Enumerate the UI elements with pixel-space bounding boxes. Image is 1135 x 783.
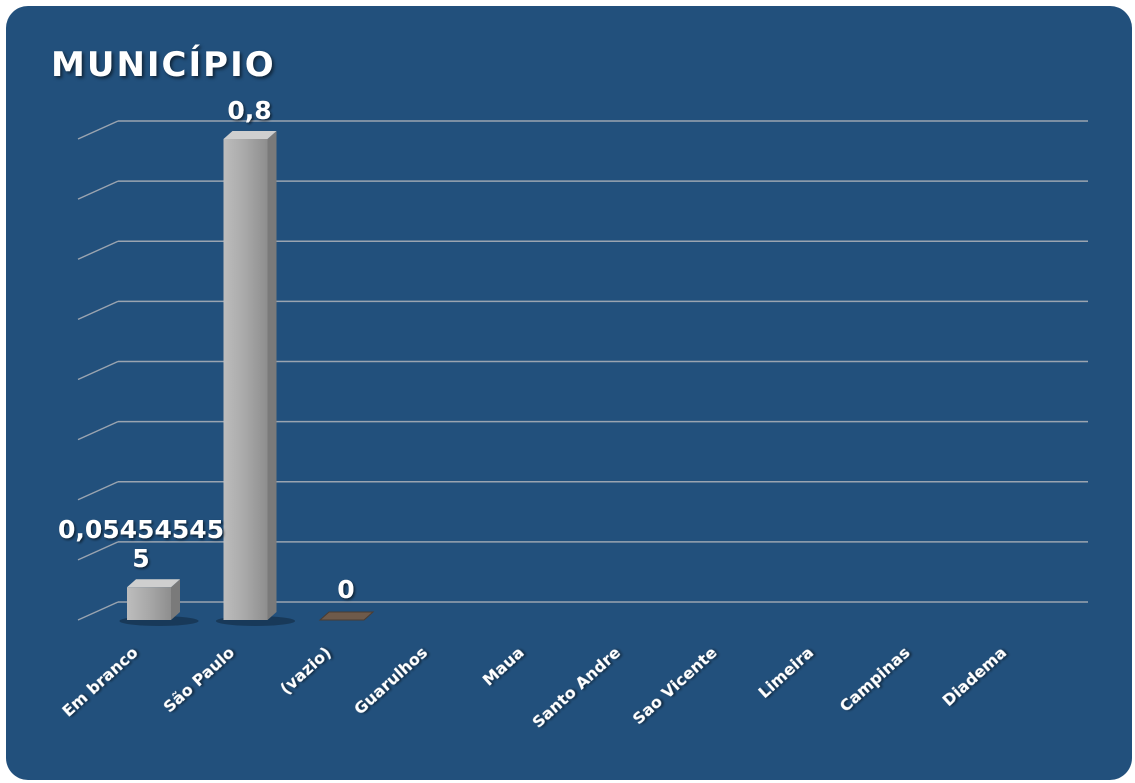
x-tick-label: Em branco: [58, 643, 141, 721]
x-tick-label: Santo Andre: [528, 643, 624, 732]
bar-top: [223, 131, 277, 139]
gridline-diagonal: [77, 360, 119, 381]
x-tick-label: Diadema: [938, 643, 1010, 710]
gridline-diagonal: [77, 420, 119, 441]
chart-card: MUNICÍPIO 0,05454545 5 0,8 0 Em branco São P…: [6, 6, 1132, 780]
gridline-diagonal: [77, 601, 119, 621]
bar-side: [267, 131, 277, 620]
gridline-diagonal: [77, 240, 119, 260]
x-tick-label: Guarulhos: [350, 643, 431, 719]
chart-title: MUNICÍPIO: [51, 45, 276, 85]
x-tick-label: Sao Vicente: [629, 643, 721, 729]
bar: [318, 611, 375, 621]
bar-side: [171, 579, 180, 620]
gridline-diagonal: [77, 481, 119, 501]
gridline-diagonal: [77, 541, 119, 561]
tick-layer: Em branco São Paulo (vazio) Guarulhos Maua Sa…: [58, 643, 1010, 732]
x-tick-label: Campinas: [836, 643, 914, 716]
bar: [223, 139, 268, 620]
gridline-diagonal: [77, 120, 119, 140]
data-label: 0,05454545 5: [58, 515, 224, 573]
bar-chart: 0,05454545 5 0,8 0 Em branco São Paulo (vazio…: [58, 96, 1088, 732]
x-tick-label: (vazio): [276, 643, 335, 698]
bar: [127, 587, 171, 620]
grid-layer: [77, 120, 1088, 621]
bar-top: [127, 579, 180, 588]
data-label: 0,8: [227, 96, 271, 125]
label-layer: 0,05454545 5 0,8 0: [58, 96, 355, 604]
x-tick-label: Maua: [479, 643, 528, 690]
data-label: 0: [337, 575, 354, 604]
gridline-diagonal: [77, 180, 119, 200]
bar-layer: [119, 131, 375, 626]
x-tick-label: São Paulo: [159, 643, 238, 717]
gridline-diagonal: [77, 300, 119, 321]
x-tick-label: Limeira: [754, 643, 817, 702]
